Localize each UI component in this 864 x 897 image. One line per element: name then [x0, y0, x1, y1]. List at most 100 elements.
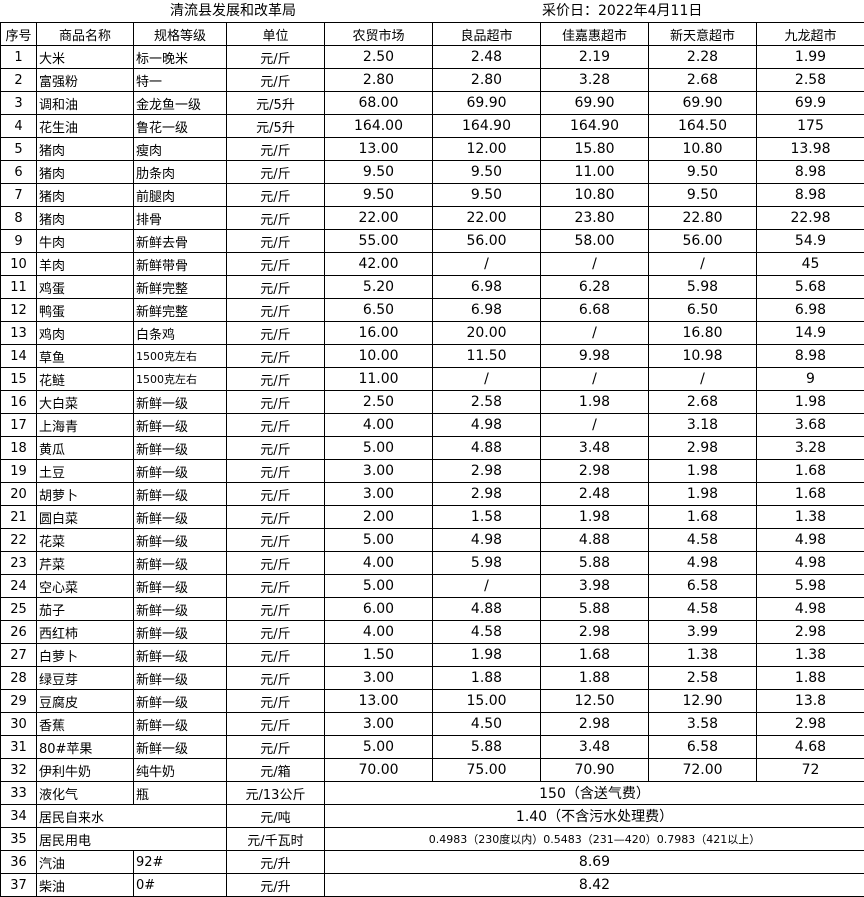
table-cell: 11.50: [432, 344, 541, 368]
table-cell: 1.98: [540, 390, 649, 414]
table-cell: 新鲜带骨: [133, 252, 227, 276]
table-cell: 5: [0, 137, 37, 161]
table-cell: 2.80: [324, 68, 433, 92]
table-cell: 4.58: [432, 620, 541, 644]
table-cell: 1.50: [324, 643, 433, 667]
table-row: 10 羊肉 新鲜带骨 元/斤 42.00///45: [0, 252, 864, 276]
table-cell: 肋条肉: [133, 160, 227, 184]
table-cell: 土豆: [36, 459, 134, 483]
table-cell: 富强粉: [36, 68, 134, 92]
table-cell: 瓶: [133, 781, 227, 805]
table-cell: 1.98: [432, 643, 541, 667]
table-cell: 空心菜: [36, 574, 134, 598]
table-row: 18 黄瓜 新鲜一级 元/斤 5.00 4.88 3.48 2.98 3.28: [0, 436, 864, 460]
table-cell: 21: [0, 505, 37, 529]
table-cell: 9.50: [324, 183, 433, 207]
table-cell: 白条鸡: [133, 321, 227, 345]
table-cell: 元/斤: [226, 68, 325, 92]
table-cell: 排骨: [133, 206, 227, 230]
table-cell: /: [540, 252, 649, 276]
table-cell: 5.00: [324, 436, 433, 460]
table-cell: 69.9: [756, 91, 864, 115]
table-cell: 元/斤: [226, 137, 325, 161]
table-row: 33 液化气瓶元/13公斤 150（含送气费）: [0, 781, 864, 805]
table-cell: 5.68: [756, 275, 864, 299]
table-cell: 10.80: [540, 183, 649, 207]
table-cell: 新鲜一级: [133, 528, 227, 552]
table-row: 3 调和油 金龙鱼一级 元/5升 68.00 69.90 69.90 69.90 69.9: [0, 91, 864, 115]
table-cell: 元/斤: [226, 229, 325, 253]
table-cell: 元/升: [226, 873, 325, 897]
table-cell: 新鲜一级: [133, 666, 227, 690]
table-cell: 15: [0, 367, 37, 391]
table-cell: 19: [0, 459, 37, 483]
table-cell: 164.90: [540, 114, 649, 138]
table-cell: 9: [0, 229, 37, 253]
table-cell: 2.98: [756, 620, 864, 644]
table-cell: 元/斤: [226, 390, 325, 414]
table-cell: 80#苹果: [36, 735, 134, 759]
table-cell: 猪肉: [36, 160, 134, 184]
table-cell: 9.50: [432, 160, 541, 184]
table-cell: 2.98: [432, 459, 541, 483]
table-cell: 4.68: [756, 735, 864, 759]
table-cell: 西红柿: [36, 620, 134, 644]
table-cell: 12.00: [432, 137, 541, 161]
table-cell: 34: [0, 804, 37, 828]
column-header: 佳嘉惠超市: [540, 22, 649, 46]
table-cell: 5.98: [648, 275, 757, 299]
table-cell: 元/吨: [226, 804, 325, 828]
table-cell: 元/13公斤: [226, 781, 325, 805]
table-cell: 鸡蛋: [36, 275, 134, 299]
table-row: 17 上海青 新鲜一级 元/斤 4.00 4.98/3.18 3.68: [0, 413, 864, 437]
table-row: 14 草鱼 1500克左右 元/斤 10.00 11.50 9.98 10.98 8.98: [0, 344, 864, 368]
table-cell: 22.80: [648, 206, 757, 230]
table-cell: 元/斤: [226, 45, 325, 69]
table-cell: 6.98: [432, 275, 541, 299]
table-cell: 45: [756, 252, 864, 276]
table-cell: /: [540, 321, 649, 345]
table-cell: 31: [0, 735, 37, 759]
table-cell: 新鲜去骨: [133, 229, 227, 253]
table-cell: 标一晚米: [133, 45, 227, 69]
table-cell: 猪肉: [36, 183, 134, 207]
table-cell: 鸭蛋: [36, 298, 134, 322]
table-cell: 1.68: [648, 505, 757, 529]
table-cell: 8.98: [756, 183, 864, 207]
table-cell: 5.88: [540, 597, 649, 621]
table-cell: 2.50: [324, 390, 433, 414]
table-cell: 新鲜一级: [133, 643, 227, 667]
table-cell: 花菜: [36, 528, 134, 552]
table-cell: 10.98: [648, 344, 757, 368]
table-cell: 元/斤: [226, 735, 325, 759]
table-cell: 1.38: [648, 643, 757, 667]
table-cell: 68.00: [324, 91, 433, 115]
table-cell: 3.00: [324, 712, 433, 736]
table-cell: 调和油: [36, 91, 134, 115]
table-cell: 5.00: [324, 735, 433, 759]
table-cell: 5.00: [324, 528, 433, 552]
table-cell: 2.68: [648, 390, 757, 414]
table-cell: 6.28: [540, 275, 649, 299]
table-cell: 22: [0, 528, 37, 552]
table-cell: 9: [756, 367, 864, 391]
table-cell: 11.00: [324, 367, 433, 391]
table-cell: 2.98: [540, 620, 649, 644]
table-cell: 柴油: [36, 873, 134, 897]
table-cell: 32: [0, 758, 37, 782]
table-cell: 9.50: [648, 183, 757, 207]
table-cell: 13: [0, 321, 37, 345]
table-cell: 元/斤: [226, 620, 325, 644]
table-cell: 茄子: [36, 597, 134, 621]
table-cell: 1.98: [540, 505, 649, 529]
table-row: 36 汽油 92# 元/升 8.69: [0, 850, 864, 874]
table-cell: 6.50: [324, 298, 433, 322]
table-cell: 16.80: [648, 321, 757, 345]
table-cell: 香蕉: [36, 712, 134, 736]
table-cell: /: [432, 252, 541, 276]
table-cell: 新鲜一级: [133, 712, 227, 736]
table-cell: 纯牛奶: [133, 758, 227, 782]
table-cell: 12: [0, 298, 37, 322]
table-cell: 4.88: [432, 436, 541, 460]
